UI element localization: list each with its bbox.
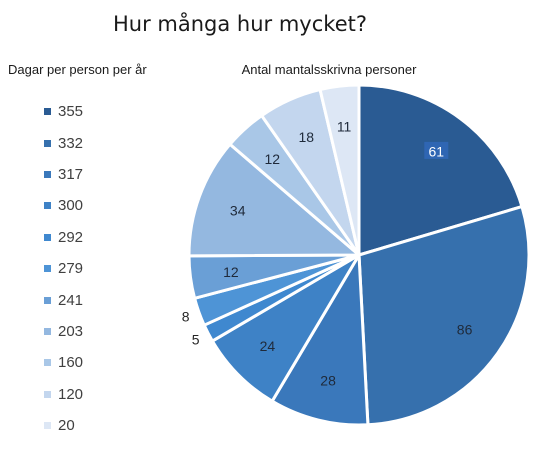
- legend-label: 20: [58, 417, 75, 435]
- pie-slice: [193, 253, 361, 327]
- legend-item: 317: [44, 159, 164, 190]
- legend-label: 300: [58, 197, 84, 215]
- legend-swatch: [44, 296, 51, 304]
- legend-swatch: [44, 170, 51, 178]
- pie-slice: [270, 253, 370, 427]
- legend-item: 332: [44, 127, 164, 158]
- data-label: 18: [299, 129, 315, 145]
- data-label: 11: [337, 119, 352, 135]
- data-label: 24: [260, 338, 276, 354]
- data-label: 12: [223, 264, 239, 280]
- pie-slice: [318, 83, 361, 257]
- legend-label: 279: [58, 260, 84, 278]
- legend-swatch: [44, 108, 51, 116]
- legend-swatch: [44, 233, 51, 241]
- legend-item: 241: [44, 284, 164, 315]
- legend-swatch: [44, 390, 51, 398]
- pie-slice: [202, 253, 361, 343]
- legend-label: 160: [58, 354, 84, 372]
- data-label-box: [424, 141, 449, 159]
- legend: 355 332 317 300 292 279 241 203 160 120 20: [44, 96, 164, 441]
- chart-title: Hur många hur mycket?: [113, 12, 367, 36]
- data-label: 12: [265, 151, 281, 167]
- legend-item: 20: [44, 410, 164, 441]
- legend-swatch: [44, 327, 51, 335]
- data-label: 34: [230, 203, 246, 219]
- legend-item: 292: [44, 222, 164, 253]
- pie-slice: [357, 205, 531, 427]
- pie-slice: [357, 83, 524, 257]
- legend-label: 317: [58, 165, 84, 183]
- legend-label: 332: [58, 134, 84, 152]
- legend-item: 300: [44, 190, 164, 221]
- legend-label: 292: [58, 228, 84, 246]
- legend-label: 241: [58, 291, 84, 309]
- legend-swatch: [44, 265, 51, 273]
- legend-swatch: [44, 422, 51, 430]
- data-label: 61: [429, 143, 445, 159]
- legend-item: 203: [44, 316, 164, 347]
- data-label: 86: [457, 322, 473, 338]
- data-label: 5: [192, 332, 200, 348]
- legend-item: 160: [44, 347, 164, 378]
- legend-swatch: [44, 202, 51, 210]
- legend-label: 120: [58, 385, 84, 403]
- legend-label: 355: [58, 103, 84, 121]
- legend-swatch: [44, 359, 51, 367]
- legend-title: Dagar per person per år: [8, 62, 147, 77]
- data-label: 28: [320, 372, 336, 388]
- data-label: 8: [182, 309, 190, 325]
- legend-item: 279: [44, 253, 164, 284]
- legend-swatch: [44, 139, 51, 147]
- pie-slice: [187, 253, 361, 300]
- pie-slice: [187, 142, 361, 258]
- pie-slice: [210, 253, 361, 403]
- pie-slice: [260, 88, 361, 257]
- legend-label: 203: [58, 322, 84, 340]
- legend-item: 355: [44, 96, 164, 127]
- pie-series-title: Antal mantalsskrivna personer: [241, 62, 417, 77]
- pie-slice: [228, 114, 361, 257]
- legend-item: 120: [44, 379, 164, 410]
